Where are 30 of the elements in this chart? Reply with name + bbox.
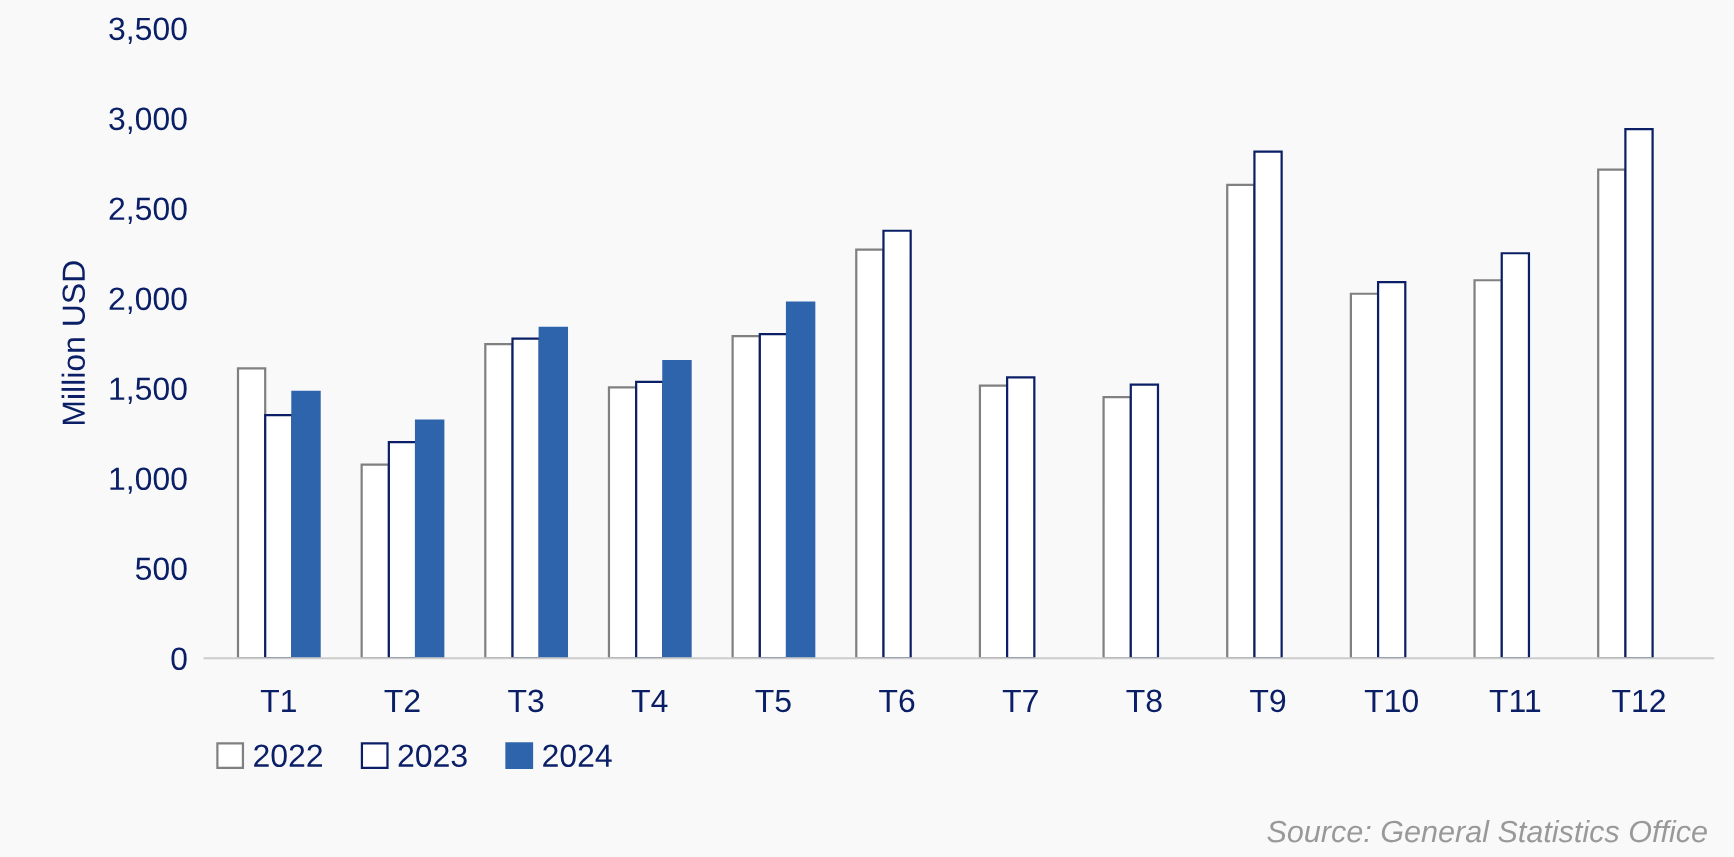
y-axis-title: Million USD (61, 261, 86, 425)
x-tick-label: T2 (384, 689, 420, 712)
legend-label: 2022 (254, 744, 322, 768)
y-tick-label: 3,000 (109, 107, 187, 134)
x-tick-label: T4 (631, 689, 668, 712)
x-tick-label: T1 (260, 689, 296, 712)
y-tick-label: 0 (171, 647, 187, 671)
y-tick-label: 1,000 (110, 467, 187, 494)
x-tick-label: T7 (1002, 689, 1038, 712)
y-tick-label: 2,000 (109, 287, 187, 314)
x-tick-label: T6 (879, 689, 915, 713)
x-tick-label: T8 (1126, 689, 1162, 713)
x-tick-label: T3 (508, 689, 544, 713)
bar (538, 326, 569, 659)
bar (291, 390, 321, 659)
y-tick-label: 2,500 (109, 197, 187, 224)
x-tick-label: T5 (755, 689, 791, 713)
x-tick-label: T9 (1250, 689, 1286, 713)
y-tick-label: 3,500 (109, 17, 187, 44)
y-tick-label: 1,500 (110, 377, 187, 404)
x-tick-label: T12 (1612, 689, 1665, 712)
legend-label: 2024 (543, 744, 612, 768)
bar (785, 301, 816, 659)
bar (662, 360, 692, 659)
x-tick-label: T10 (1364, 689, 1418, 713)
bar (414, 419, 445, 659)
x-tick-label: T11 (1489, 689, 1541, 712)
legend-label: 2023 (398, 744, 467, 768)
y-tick-label: 500 (135, 557, 187, 581)
source-note: Source: General Statistics Office (1267, 819, 1707, 843)
